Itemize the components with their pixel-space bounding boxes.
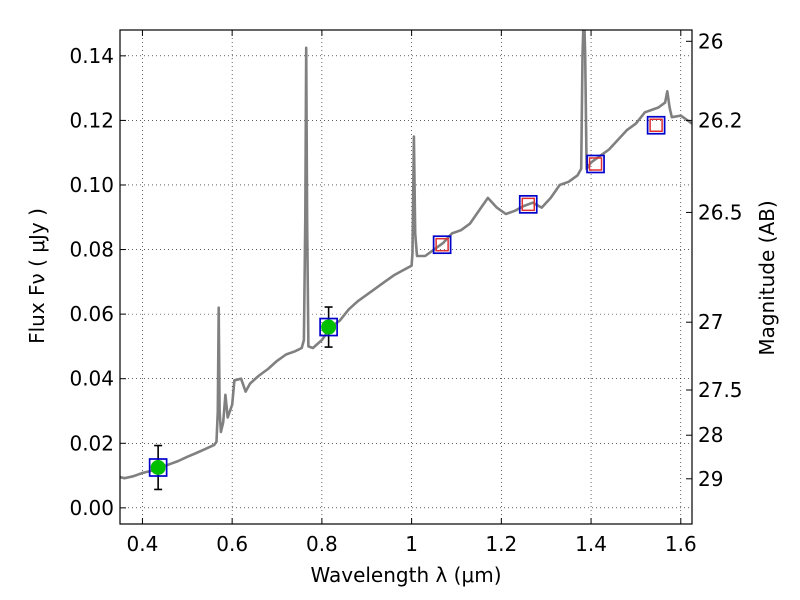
- grid-lines: [120, 30, 692, 524]
- x-tick-label: 1.2: [485, 532, 517, 556]
- right-tick-label: 28: [698, 423, 723, 447]
- right-tick-label: 26.2: [698, 108, 743, 132]
- marker-layer: [148, 115, 666, 491]
- x-tick-label: 1: [405, 532, 418, 556]
- y-tick-label: 0.00: [69, 496, 114, 520]
- right-tick-label: 26.5: [698, 200, 743, 224]
- model-box: [148, 458, 168, 477]
- model-box: [319, 317, 338, 337]
- x-tick-label: 0.4: [127, 532, 159, 556]
- model-box: [646, 115, 666, 135]
- x-tick-label: 0.6: [216, 532, 248, 556]
- y-tick-label: 0.10: [69, 173, 114, 197]
- photometry-point: [321, 319, 337, 335]
- y-tick-label: 0.12: [69, 108, 114, 132]
- photometry-point: [150, 459, 166, 475]
- y-tick-label: 0.04: [69, 367, 114, 391]
- hst-point: [521, 197, 536, 212]
- y-axis-title: Flux Fν ( μJy ): [25, 208, 49, 344]
- x-axis-title: Wavelength λ (μm): [310, 563, 501, 587]
- y-tick-label: 0.14: [69, 44, 114, 68]
- x-tick-label: 0.8: [306, 532, 338, 556]
- hst-point: [435, 237, 449, 252]
- model-box: [432, 235, 452, 255]
- model-box: [518, 195, 538, 214]
- y-tick-label: 0.02: [69, 431, 114, 455]
- y-tick-label: 0.06: [69, 302, 114, 326]
- plot-frame: [119, 29, 693, 525]
- right-tick-label: 27: [698, 310, 723, 334]
- right-tick-label: 26: [698, 29, 723, 53]
- hst-point: [588, 157, 603, 171]
- tick-layer: 0.4 0.6 0.8 1 1.2 1.4 1.6 0.00 0.02 0.04 0.06 0.08 0…: [69, 29, 742, 556]
- spectrum-line: [120, 30, 692, 480]
- y-tick-label: 0.08: [69, 238, 114, 262]
- right-axis-title: Magnitude (AB): [755, 200, 779, 355]
- right-tick-label: 27.5: [698, 378, 743, 402]
- right-tick-label: 29: [698, 467, 723, 491]
- x-tick-label: 1.6: [665, 532, 697, 556]
- x-tick-label: 1.4: [575, 532, 607, 556]
- hst-point: [649, 118, 663, 132]
- model-box: [586, 154, 605, 174]
- spectrum-layer: [120, 30, 692, 480]
